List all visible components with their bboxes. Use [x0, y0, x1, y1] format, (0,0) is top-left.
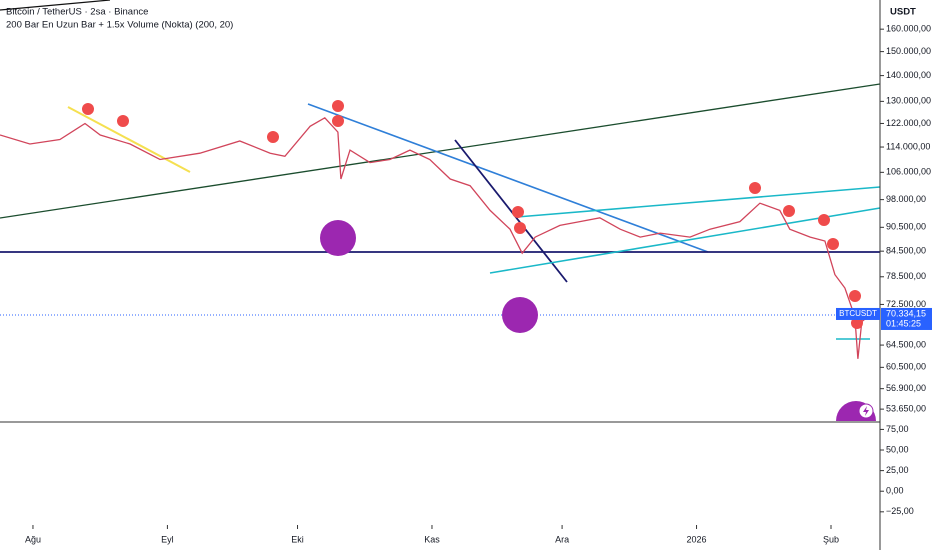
y-tick-label: 56.900,00: [886, 383, 926, 393]
signal-dot: [514, 222, 526, 234]
x-tick-label: Eyl: [161, 534, 174, 544]
y-tick-label: 106.000,00: [886, 167, 931, 177]
y-tick-label: 72.500,00: [886, 299, 926, 309]
signal-dot: [82, 103, 94, 115]
trendline: [67, 106, 191, 173]
y-tick-label: 50,00: [886, 444, 909, 454]
volume-dot: [320, 220, 356, 256]
signal-dot: [512, 206, 524, 218]
y-tick-label: 84.500,00: [886, 246, 926, 256]
y-tick-label: 130.000,00: [886, 96, 931, 106]
x-tick-label: Kas: [424, 534, 440, 544]
last-price-box: [881, 307, 932, 330]
countdown-label: 01:45:25: [886, 318, 921, 328]
y-tick-label: 114.000,00: [886, 141, 930, 151]
signal-dot: [332, 100, 344, 112]
y-tick-label: 160.000,00: [886, 24, 931, 34]
trendline: [0, 83, 881, 219]
symbol-label: BTCUSDT: [839, 309, 877, 318]
y-tick-label: 78.500,00: [886, 271, 926, 281]
trendline: [489, 207, 881, 274]
trendline: [454, 139, 568, 283]
chart-title: Bitcoin / TetherUS · 2sa · Binance: [6, 7, 148, 18]
signal-dot: [117, 115, 129, 127]
y-tick-label: 75,00: [886, 424, 909, 434]
x-tick-label: Şub: [823, 534, 839, 544]
y-tick-label: 25,00: [886, 465, 909, 475]
indicator-title: 200 Bar En Uzun Bar + 1.5x Volume (Nokta…: [6, 20, 233, 31]
signals: [82, 100, 863, 329]
price-line: [0, 116, 871, 359]
y-tick-label: 0,00: [886, 486, 904, 496]
y-tick-label: 60.500,00: [886, 362, 926, 372]
y-tick-label: 140.000,00: [886, 70, 931, 80]
y-tick-label: 64.500,00: [886, 339, 926, 349]
symbol-box: [836, 307, 880, 320]
y-tick-label: 53.650,00: [886, 404, 926, 414]
x-tick-label: Eki: [291, 534, 304, 544]
y-tick-label: −25,00: [886, 506, 914, 516]
signal-dot: [267, 131, 279, 143]
signal-dot: [818, 214, 830, 226]
y-tick-label: 150.000,00: [886, 46, 931, 56]
volume-dot: [502, 297, 538, 333]
y-tick-label: 90.500,00: [886, 222, 926, 232]
axis-unit: USDT: [890, 7, 916, 18]
trendline: [0, 0, 111, 11]
x-tick-label: Ara: [555, 534, 569, 544]
signal-dot: [851, 317, 863, 329]
trendline: [307, 103, 709, 253]
signal-dot: [749, 182, 761, 194]
series-layer: [0, 116, 880, 359]
y-tick-label: 122.000,00: [886, 118, 931, 128]
signal-dot: [849, 290, 861, 302]
signal-dot: [332, 115, 344, 127]
signal-dot: [783, 205, 795, 217]
x-tick-label: Ağu: [25, 534, 41, 544]
alert-icon-bolt: [863, 406, 869, 416]
trendline: [516, 186, 881, 218]
last-price-label: 70.334,15: [886, 308, 926, 318]
signal-dot: [827, 238, 839, 250]
y-tick-label: 98.000,00: [886, 194, 926, 204]
axis-layer: 160.000,00 150.000,00 140.000,00 130.000,00…: [25, 24, 932, 544]
x-tick-label: 2026: [687, 534, 707, 544]
drawings: [0, 0, 881, 340]
